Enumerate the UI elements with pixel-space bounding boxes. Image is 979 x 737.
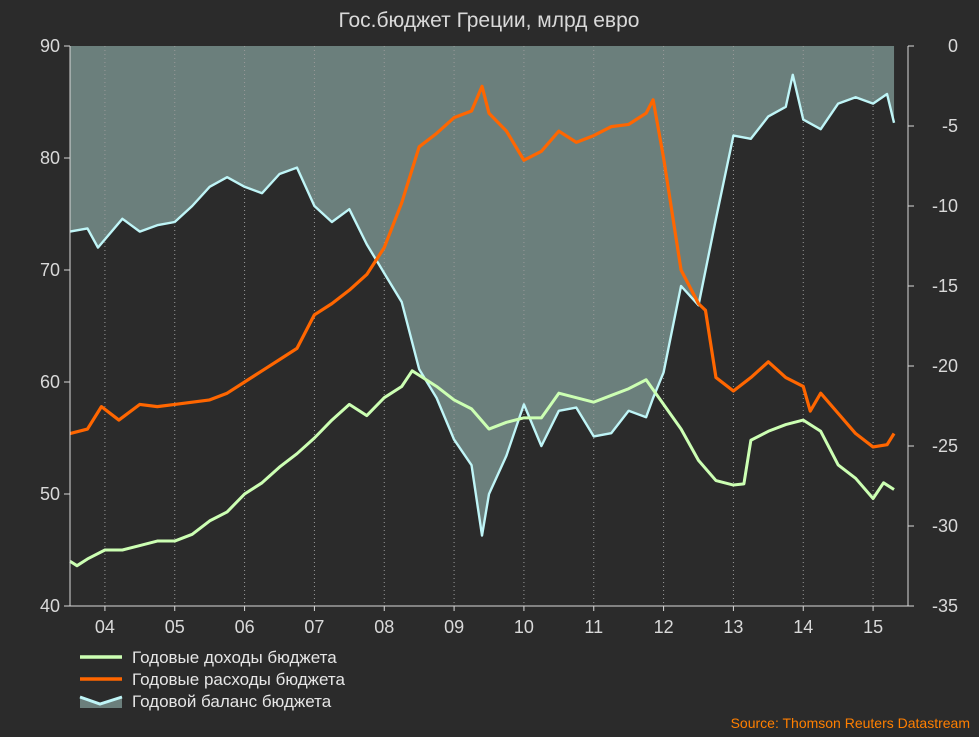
legend: Годовые доходы бюджета Годовые расходы бю… (79, 648, 346, 711)
x-tick-label: 07 (304, 617, 324, 637)
left-tick-label: 90 (40, 36, 60, 56)
right-tick-label: -10 (932, 196, 958, 216)
x-tick-label: 10 (514, 617, 534, 637)
left-tick-label: 40 (40, 596, 60, 616)
legend-label: Годовой баланс бюджета (132, 692, 332, 711)
revenue-line (69, 369, 895, 568)
right-tick-label: -25 (932, 436, 958, 456)
right-tick-label: -5 (942, 116, 958, 136)
legend-swatch-area (80, 697, 122, 708)
left-tick-label: 70 (40, 260, 60, 280)
right-tick-label: -30 (932, 516, 958, 536)
x-tick-label: 15 (863, 617, 883, 637)
right-tick-label: 0 (948, 36, 958, 56)
plot-area (69, 46, 896, 606)
x-tick-label: 05 (165, 617, 185, 637)
left-tick-label: 80 (40, 148, 60, 168)
balance-line (69, 73, 896, 537)
legend-item: Годовой баланс бюджета (79, 692, 332, 711)
right-tick-label: -35 (932, 596, 958, 616)
left-tick-label: 50 (40, 484, 60, 504)
balance-area (70, 46, 895, 536)
legend-label: Годовые доходы бюджета (132, 648, 337, 667)
x-tick-label: 08 (374, 617, 394, 637)
x-tick-label: 04 (95, 617, 115, 637)
left-tick-label: 60 (40, 372, 60, 392)
legend-item: Годовые расходы бюджета (80, 670, 346, 689)
legend-item: Годовые доходы бюджета (80, 648, 337, 667)
spending-line (69, 84, 896, 449)
legend-swatch-line (79, 695, 123, 706)
x-tick-label: 09 (444, 617, 464, 637)
source-note: Source: Thomson Reuters Datastream (731, 715, 970, 731)
x-tick-label: 13 (723, 617, 743, 637)
x-tick-label: 14 (793, 617, 813, 637)
x-tick-label: 11 (584, 617, 603, 637)
legend-label: Годовые расходы бюджета (132, 670, 346, 689)
chart-title: Гос.бюджет Греции, млрд евро (339, 9, 640, 32)
axes: 40 50 60 70 80 90 0 -5 -10 -15 -20 -25 -30 -35 04 05 06 0… (40, 36, 958, 637)
right-tick-label: -20 (932, 356, 958, 376)
x-tick-label: 12 (654, 617, 674, 637)
x-tick-label: 06 (235, 617, 255, 637)
right-tick-label: -15 (932, 276, 958, 296)
